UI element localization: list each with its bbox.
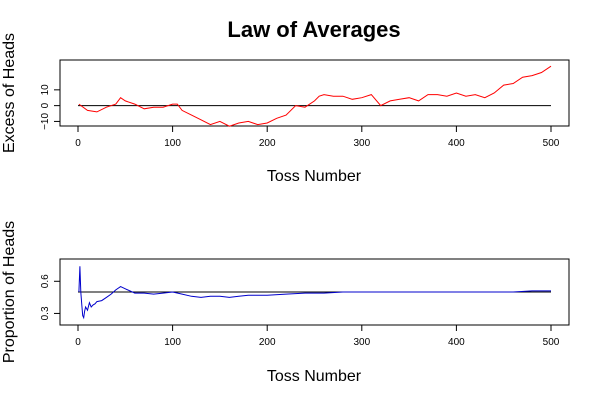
proportion-of-heads-x-tick-label: 100 bbox=[164, 337, 181, 348]
excess-of-heads-y-axis-title: Excess of Heads bbox=[1, 33, 18, 153]
excess-of-heads-y-tick-label: 0 bbox=[40, 102, 51, 108]
proportion-of-heads-x-tick-label: 500 bbox=[543, 337, 560, 348]
main-title: Law of Averages bbox=[227, 17, 400, 42]
proportion-of-heads-x-axis: 0 100 200 300 400 500 bbox=[75, 325, 560, 348]
proportion-of-heads-panel: 0 100 200 300 400 500 0.3 0.6 Toss Number Prop… bbox=[1, 221, 570, 385]
proportion-of-heads-y-axis: 0.3 0.6 bbox=[40, 274, 60, 320]
proportion-of-heads-x-tick-label: 0 bbox=[75, 337, 81, 348]
proportion-of-heads-x-tick-label: 400 bbox=[448, 337, 465, 348]
excess-of-heads-panel: 0 100 200 300 400 500 −10 0 10 Toss Number Exce… bbox=[1, 33, 570, 185]
excess-of-heads-series-line bbox=[78, 65, 552, 127]
excess-of-heads-x-tick-label: 100 bbox=[164, 138, 181, 149]
excess-of-heads-y-tick-label: −10 bbox=[40, 113, 51, 130]
excess-of-heads-x-axis-title: Toss Number bbox=[267, 168, 362, 185]
proportion-of-heads-x-tick-label: 200 bbox=[259, 337, 276, 348]
excess-of-heads-y-tick-label: 10 bbox=[40, 84, 51, 96]
proportion-of-heads-series-line bbox=[78, 266, 551, 320]
excess-of-heads-x-tick-label: 400 bbox=[448, 138, 465, 149]
excess-of-heads-x-tick-label: 0 bbox=[75, 138, 81, 149]
proportion-of-heads-y-tick-label: 0.6 bbox=[40, 274, 51, 288]
proportion-of-heads-plot-area bbox=[59, 258, 570, 326]
proportion-of-heads-y-axis-title: Proportion of Heads bbox=[1, 221, 18, 363]
excess-of-heads-x-tick-label: 200 bbox=[259, 138, 276, 149]
excess-of-heads-plot-area bbox=[59, 59, 570, 127]
proportion-of-heads-x-axis-title: Toss Number bbox=[267, 368, 362, 385]
excess-of-heads-x-tick-label: 500 bbox=[543, 138, 560, 149]
excess-of-heads-x-tick-label: 300 bbox=[353, 138, 370, 149]
proportion-of-heads-y-tick-label: 0.3 bbox=[40, 306, 51, 320]
excess-of-heads-x-axis: 0 100 200 300 400 500 bbox=[75, 126, 560, 149]
proportion-of-heads-x-tick-label: 300 bbox=[353, 337, 370, 348]
excess-of-heads-y-axis: −10 0 10 bbox=[40, 84, 60, 130]
